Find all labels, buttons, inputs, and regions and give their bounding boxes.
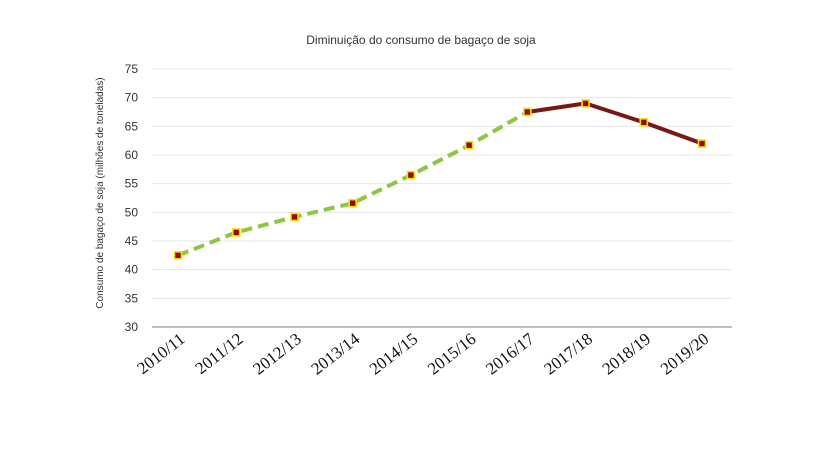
x-tick-label: 2018/19 (599, 329, 655, 378)
y-axis-label: Consumo de bagaço de soja (milhões de to… (95, 77, 106, 308)
data-point (581, 99, 590, 108)
x-tick-label: 2019/20 (657, 329, 713, 378)
data-point (231, 228, 241, 237)
y-tick-label: 70 (125, 91, 139, 105)
data-point (697, 139, 707, 148)
y-tick-label: 45 (125, 234, 139, 248)
x-tick-label: 2012/13 (249, 329, 305, 378)
data-point (173, 251, 183, 260)
series-line-solid (527, 101, 703, 146)
grid-lines (152, 68, 732, 299)
y-tick-label: 35 (125, 291, 139, 305)
y-axis-ticks: 30 35 40 45 50 55 60 65 70 75 (125, 62, 139, 334)
x-tick-label: 2015/16 (424, 329, 480, 378)
data-points (173, 99, 707, 260)
y-tick-label: 30 (125, 320, 139, 334)
y-tick-label: 50 (125, 205, 139, 219)
y-tick-label: 55 (125, 177, 139, 191)
x-axis-ticks: 2010/11 2011/12 2012/13 2013/14 2014/15 2015/… (133, 329, 712, 379)
data-point (523, 107, 532, 117)
data-point (348, 198, 357, 208)
data-point (639, 118, 649, 127)
y-tick-label: 40 (125, 263, 139, 277)
x-tick-label: 2014/15 (366, 329, 422, 378)
y-tick-label: 60 (125, 148, 139, 162)
data-point (464, 140, 474, 150)
x-tick-label: 2016/17 (482, 329, 538, 379)
y-tick-label: 65 (125, 119, 139, 133)
data-point (406, 170, 416, 180)
data-point (290, 212, 299, 222)
chart-title: Diminuição do consumo de bagaço de soja (306, 33, 536, 47)
x-tick-label: 2011/12 (192, 329, 247, 378)
y-tick-label: 75 (125, 62, 139, 76)
x-tick-label: 2010/11 (133, 329, 188, 378)
x-tick-label: 2017/18 (540, 329, 596, 378)
x-tick-label: 2013/14 (308, 329, 364, 379)
